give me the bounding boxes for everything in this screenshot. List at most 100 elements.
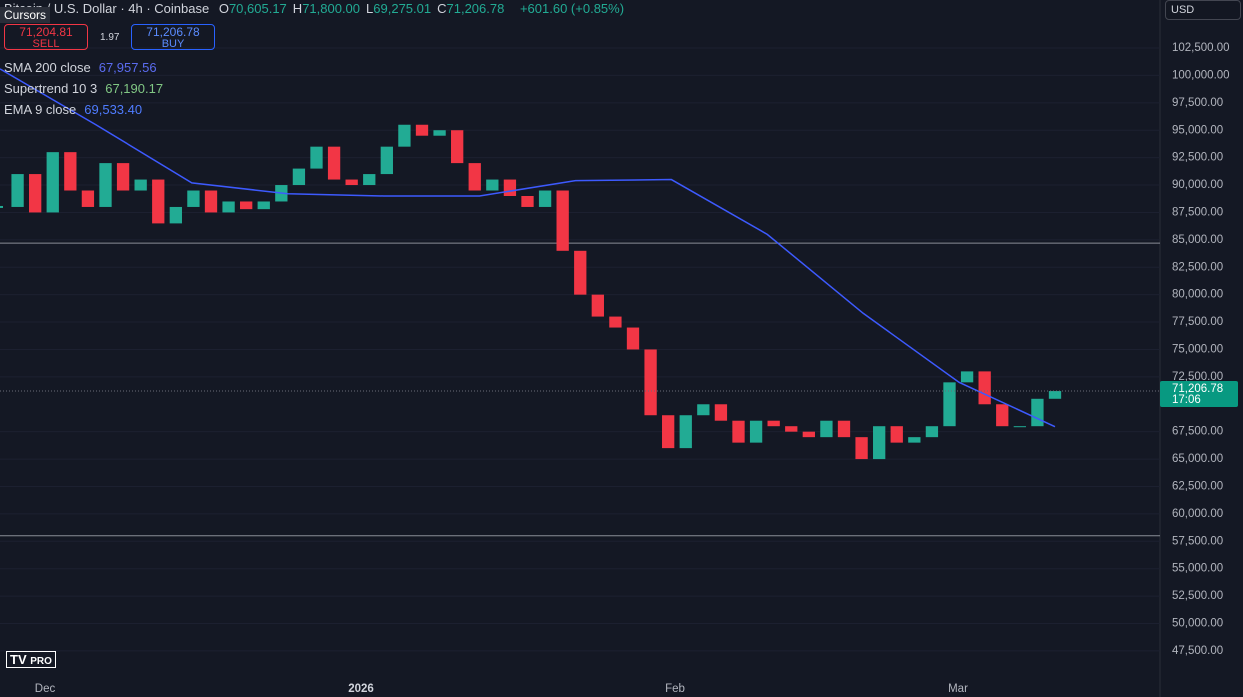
candle xyxy=(451,130,464,164)
price-tick-label: 77,500.00 xyxy=(1172,316,1223,328)
price-tick-label: 80,000.00 xyxy=(1172,289,1223,301)
candle xyxy=(468,163,481,191)
candle xyxy=(679,415,692,449)
candle xyxy=(152,179,165,224)
last-price-label: 71,206.78 xyxy=(1172,383,1223,395)
price-tick-label: 60,000.00 xyxy=(1172,508,1223,520)
time-tick-label: Dec xyxy=(35,683,56,695)
price-tick-label: 52,500.00 xyxy=(1172,590,1223,602)
candle xyxy=(310,146,323,169)
candle xyxy=(644,349,657,416)
candle xyxy=(1013,426,1026,428)
sell-button[interactable]: 71,204.81 SELL xyxy=(4,24,88,50)
candle xyxy=(169,206,182,224)
candle xyxy=(890,426,903,443)
ohlc-value: 69,275.01 xyxy=(373,1,432,16)
candle xyxy=(855,437,868,460)
symbol: Bitcoin / U.S. Dollar · 4h · Coinbase xyxy=(4,1,210,16)
candle xyxy=(415,124,429,136)
candle xyxy=(609,316,622,328)
time-tick-label: 2026 xyxy=(348,683,374,695)
candle xyxy=(925,426,939,438)
indicator-value: 67,190.17 xyxy=(105,81,164,96)
candle xyxy=(257,201,270,210)
buy-price: 71,206.78 xyxy=(146,25,200,39)
candles xyxy=(0,124,1062,460)
ohlc-key: O xyxy=(218,1,229,16)
price-tick-label: 65,000.00 xyxy=(1172,453,1223,465)
candle xyxy=(873,426,886,460)
price-tick-label: 85,000.00 xyxy=(1172,234,1223,246)
price-tick-label: 97,500.00 xyxy=(1172,97,1223,109)
price-tick-label: 50,000.00 xyxy=(1172,618,1223,630)
candle xyxy=(345,179,358,186)
candle xyxy=(99,163,112,207)
candle xyxy=(433,130,446,136)
sell-label: SELL xyxy=(32,38,60,50)
price-tick-label: 47,500.00 xyxy=(1172,645,1223,657)
change: +601.60 (+0.85%) xyxy=(519,1,625,16)
indicator-name: Supertrend 10 3 xyxy=(4,81,98,96)
candle xyxy=(820,420,833,438)
indicator: SMA 200 close 67,957.56 xyxy=(4,60,157,75)
candle xyxy=(398,124,411,147)
price-tick-label: 82,500.00 xyxy=(1172,261,1223,273)
candle xyxy=(64,152,77,191)
price-tick-label: 90,000.00 xyxy=(1172,179,1223,191)
candle xyxy=(486,179,499,191)
candle xyxy=(626,327,640,350)
logo: TV PRO xyxy=(6,651,56,668)
candle xyxy=(222,201,235,213)
indicator-value: 69,533.40 xyxy=(84,102,143,117)
ohlc-key: C xyxy=(437,1,447,16)
candle xyxy=(363,174,376,186)
candle xyxy=(521,195,534,207)
candle xyxy=(503,179,517,196)
candle xyxy=(996,404,1009,427)
candle xyxy=(908,437,921,443)
indicator-value: 67,957.56 xyxy=(98,60,157,75)
sell-price: 71,204.81 xyxy=(19,25,73,39)
candle xyxy=(767,420,780,427)
candle xyxy=(662,415,675,449)
price-tick-label: 62,500.00 xyxy=(1172,481,1223,493)
candle xyxy=(46,152,59,213)
candle xyxy=(292,168,306,186)
candle xyxy=(1031,398,1044,427)
ohlc-value: 70,605.17 xyxy=(228,1,287,16)
indicator-name: EMA 9 close xyxy=(4,102,77,117)
legend-header: Bitcoin / U.S. Dollar · 4h · Coinbase O7… xyxy=(4,1,630,16)
time-tick-label: Mar xyxy=(948,683,968,695)
last-price-badge xyxy=(1160,381,1238,408)
candle xyxy=(116,163,130,191)
candle xyxy=(11,174,24,207)
candle xyxy=(134,179,147,191)
candle xyxy=(327,146,341,180)
candle xyxy=(240,201,253,210)
candle xyxy=(978,371,991,405)
spread: 1.97 xyxy=(100,32,120,43)
price-tick-label: 100,000.00 xyxy=(1172,69,1230,81)
buy-button[interactable]: 71,206.78 BUY xyxy=(131,24,215,50)
candle xyxy=(187,190,200,207)
ohlc: O70,605.17 H71,800.00 L69,275.01 C71,206.78 xyxy=(219,1,511,16)
price-tick-label: 72,500.00 xyxy=(1172,371,1223,383)
candle xyxy=(697,404,710,416)
sma-line xyxy=(0,68,1056,428)
currency-select[interactable]: USD xyxy=(1165,0,1241,20)
tooltip: Cursors xyxy=(0,7,51,23)
ohlc-key: L xyxy=(366,1,374,16)
price-tick-label: 95,000.00 xyxy=(1172,124,1223,136)
price-tick-label: 102,500.00 xyxy=(1172,42,1230,54)
candle xyxy=(556,190,569,251)
logo-text: PRO xyxy=(30,656,52,667)
price-tick-label: 75,000.00 xyxy=(1172,343,1223,355)
price-tick-label: 87,500.00 xyxy=(1172,206,1223,218)
ohlc-key: H xyxy=(292,1,303,16)
indicator: Supertrend 10 3 67,190.17 xyxy=(4,81,163,96)
candle xyxy=(538,190,552,207)
candle xyxy=(943,382,956,427)
candle xyxy=(204,190,218,213)
